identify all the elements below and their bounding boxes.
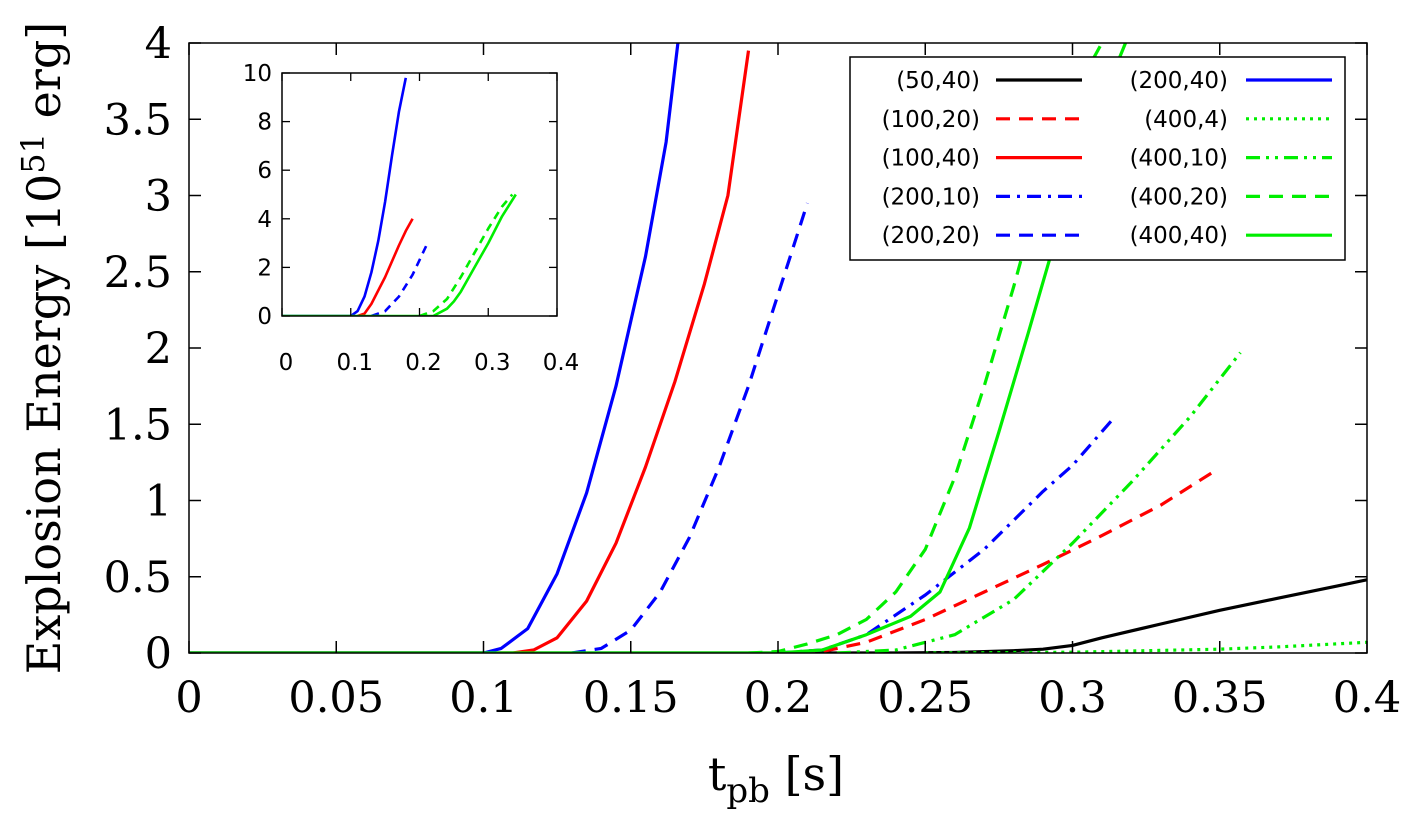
legend-label: (50,40) [896,68,980,94]
legend-label: (400,4) [1144,107,1228,133]
y-tick-label: 1 [145,477,172,527]
x-tick-label: 0.25 [877,673,973,723]
x-tick-label: 0.3 [1038,673,1106,723]
inset-x-tick-label: 0 [279,350,294,376]
inset-x-tick-label: 0.2 [405,350,442,376]
inset-x-tick-label: 0.4 [543,350,580,376]
inset-y-tick-label: 2 [257,255,272,281]
inset-series-line-40040 [282,193,517,316]
inset-series-line-20040 [282,77,408,316]
inset-series-line-10040 [357,218,414,316]
y-axis-title-main: Explosion Energy [10 [17,174,71,675]
legend-box [849,56,1346,261]
series-line-20010 [777,417,1115,653]
y-tick-label: 0.5 [104,553,172,603]
legend-label: (100,40) [882,146,980,172]
x-tick-label: 0.4 [1333,673,1401,723]
inset-series-line-40020 [419,193,514,316]
series-line-20020 [571,202,809,653]
y-axis-title-unit: erg] [17,22,71,133]
legend-label: (200,40) [1130,68,1228,94]
x-axis-title-unit: [s] [770,747,844,801]
x-axis-title-main: t [708,747,727,801]
legend-label: (100,20) [882,107,980,133]
legend-label: (400,20) [1130,184,1228,210]
y-tick-label: 3.5 [104,95,172,145]
y-axis-title-sup: 51 [14,133,52,174]
x-tick-label: 0.1 [449,673,517,723]
x-tick-label: 0 [175,673,202,723]
series-line-20040 [189,43,680,653]
x-axis-title-sub: pb [726,771,770,811]
series-line-10040 [189,50,751,653]
x-tick-label: 0.05 [288,673,384,723]
legend-label: (400,10) [1130,146,1228,172]
series-line-4004 [925,640,1367,653]
y-tick-label: 2.5 [104,248,172,298]
inset-series-line-20020 [370,244,428,316]
legend-label: (200,10) [882,184,980,210]
y-tick-label: 4 [145,19,172,69]
legend-label: (200,20) [882,223,980,249]
legend-label: (400,40) [1130,223,1228,249]
inset-x-tick-label: 0.3 [474,350,511,376]
series-line-40010 [836,351,1242,653]
y-tick-label: 1.5 [104,400,172,450]
inset-y-tick-label: 8 [257,110,272,136]
x-tick-label: 0.35 [1172,673,1268,723]
inset-y-tick-label: 0 [257,304,272,330]
inset-y-tick-label: 6 [257,158,272,184]
inset-series-group [282,77,517,316]
y-axis-title: Explosion Energy [1051 erg] [14,22,71,675]
inset-y-tick-label: 4 [257,207,272,233]
y-tick-label: 3 [145,172,172,222]
series-line-10020 [777,470,1215,653]
inset-y-tick-label: 10 [243,61,272,87]
y-tick-label: 2 [145,324,172,374]
x-tick-label: 0.15 [583,673,679,723]
y-tick-label: 0 [145,629,172,679]
x-axis-title: tpb [s] [708,747,844,811]
inset-x-tick-label: 0.1 [336,350,373,376]
x-tick-label: 0.2 [744,673,812,723]
